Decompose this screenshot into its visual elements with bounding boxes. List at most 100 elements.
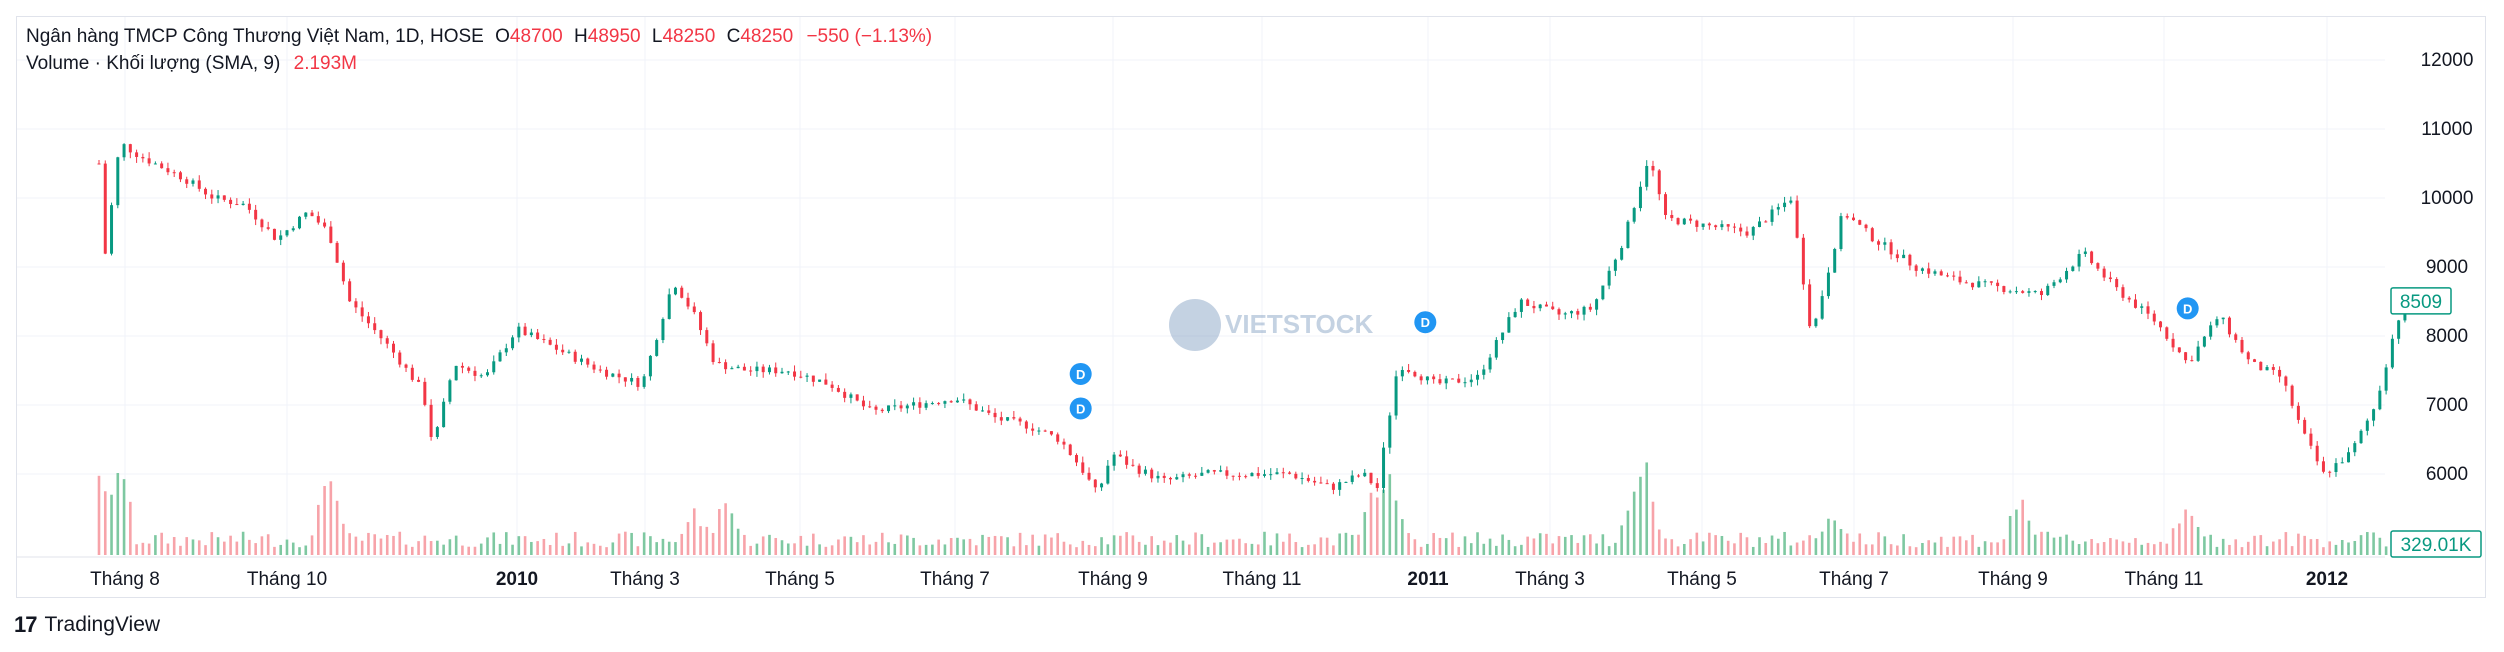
candle-body bbox=[348, 281, 352, 302]
candle-body bbox=[1150, 469, 1154, 479]
price-axis: 12000 11000 10000 9000 8000 7000 6000 bbox=[2421, 50, 2474, 485]
candle-body bbox=[1977, 281, 1981, 288]
volume-bar bbox=[479, 543, 483, 555]
candle-body bbox=[335, 242, 339, 263]
candle-body bbox=[2008, 291, 2012, 293]
volume-bar bbox=[749, 545, 752, 555]
volume-bar bbox=[636, 546, 640, 555]
volume-bar bbox=[567, 543, 571, 555]
candle-body bbox=[1645, 165, 1649, 187]
volume-bar bbox=[1401, 519, 1404, 555]
dividend-marker-icon bbox=[2176, 297, 2199, 320]
volume-bar bbox=[1570, 535, 1573, 555]
volume-bar bbox=[385, 534, 389, 555]
candle-body bbox=[742, 366, 746, 371]
volume-bar bbox=[573, 531, 577, 555]
volume-bar bbox=[1864, 544, 1868, 555]
candle-body bbox=[736, 366, 740, 369]
candle-body bbox=[1632, 208, 1636, 222]
volume-bar bbox=[1689, 539, 1692, 555]
volume-bar bbox=[436, 540, 439, 555]
volume-bar bbox=[799, 535, 803, 555]
volume-bar bbox=[172, 537, 176, 555]
volume-bar bbox=[1294, 542, 1298, 555]
candle-body bbox=[178, 172, 182, 180]
candle-body bbox=[1701, 223, 1705, 227]
volume-bar bbox=[1119, 535, 1122, 555]
volume-bar bbox=[780, 540, 784, 555]
candle-body bbox=[780, 371, 784, 374]
volume-bar bbox=[887, 542, 890, 555]
candle-body bbox=[1143, 469, 1147, 474]
candle-body bbox=[918, 402, 922, 408]
volume-bar bbox=[1169, 542, 1172, 555]
volume-legend[interactable]: Volume · Khối lượng (SMA, 9) 2.193M bbox=[26, 53, 357, 75]
volume-bar bbox=[1062, 541, 1066, 555]
volume-bar bbox=[342, 523, 345, 555]
volume-bar bbox=[1996, 542, 1999, 555]
candle-body bbox=[485, 372, 489, 376]
volume-bar bbox=[417, 541, 420, 555]
volume-bar bbox=[235, 541, 239, 555]
tradingview-brand[interactable]: 17 TradingView bbox=[14, 612, 160, 638]
volume-bar bbox=[1495, 545, 1498, 555]
volume-bar bbox=[2322, 547, 2325, 555]
volume-bar bbox=[548, 544, 552, 555]
volume-bar bbox=[254, 543, 257, 555]
candle-body bbox=[874, 406, 878, 410]
candle-body bbox=[216, 195, 220, 199]
candle-body bbox=[1281, 472, 1285, 474]
volume-bar bbox=[1795, 542, 1799, 555]
volume-bar bbox=[1075, 547, 1078, 555]
candle-body bbox=[360, 307, 364, 317]
volume-bar bbox=[110, 494, 113, 555]
candle-body bbox=[185, 179, 189, 184]
candle-body bbox=[1488, 357, 1492, 370]
volume-bar bbox=[1958, 536, 1962, 555]
dividend-marker[interactable]: D bbox=[1069, 362, 1092, 385]
volume-bar bbox=[229, 535, 232, 555]
candle-body bbox=[2347, 452, 2351, 463]
candle-body bbox=[435, 427, 439, 437]
candle-body bbox=[1168, 477, 1172, 480]
volume-bar bbox=[2134, 538, 2137, 555]
candle-body bbox=[1751, 227, 1755, 236]
chart-frame[interactable]: VIETSTOCK D D D D 12000 11000 10000 9000 8000 70… bbox=[16, 16, 2486, 598]
volume-bar bbox=[517, 536, 521, 555]
volume-bar bbox=[2221, 538, 2225, 555]
price-chart[interactable]: VIETSTOCK D D D D 12000 11000 10000 9000 8000 70… bbox=[17, 17, 2485, 597]
candle-body bbox=[2390, 338, 2394, 368]
candle-body bbox=[899, 405, 903, 409]
volume-bar bbox=[924, 544, 928, 555]
candle-body bbox=[1068, 444, 1072, 456]
volume-bar bbox=[2290, 546, 2294, 555]
volume-bar bbox=[2297, 533, 2300, 555]
candle-body bbox=[1093, 479, 1097, 488]
volume-bar bbox=[2165, 543, 2169, 555]
volume-bar bbox=[1513, 546, 1517, 555]
volume-bar bbox=[2015, 509, 2018, 555]
dividend-marker[interactable]: D bbox=[1414, 311, 1437, 334]
candle-body bbox=[1626, 221, 1630, 248]
candle-body bbox=[1958, 276, 1962, 283]
symbol-legend[interactable]: Ngân hàng TMCP Công Thương Việt Nam, 1D,… bbox=[26, 26, 932, 48]
volume-bar bbox=[2253, 535, 2256, 555]
volume-bar bbox=[1137, 541, 1141, 555]
dividend-marker[interactable]: D bbox=[1069, 397, 1092, 420]
volume-bar bbox=[1764, 542, 1768, 555]
candle-body bbox=[116, 157, 120, 206]
candle-body bbox=[1758, 221, 1762, 228]
candle-body bbox=[166, 168, 170, 173]
volume-bar bbox=[1244, 543, 1247, 555]
dividend-marker-icon bbox=[1069, 397, 1092, 420]
volume-bar bbox=[1388, 474, 1392, 555]
volume-bar bbox=[1187, 544, 1191, 555]
candle-body bbox=[2002, 286, 2006, 292]
candle-body bbox=[2397, 320, 2401, 339]
dividend-marker[interactable]: D bbox=[2176, 297, 2199, 320]
volume-bar bbox=[1933, 542, 1937, 555]
candle-body bbox=[1313, 480, 1317, 483]
candle-body bbox=[2096, 263, 2100, 269]
candle-body bbox=[1043, 430, 1047, 432]
candle-body bbox=[554, 344, 558, 350]
